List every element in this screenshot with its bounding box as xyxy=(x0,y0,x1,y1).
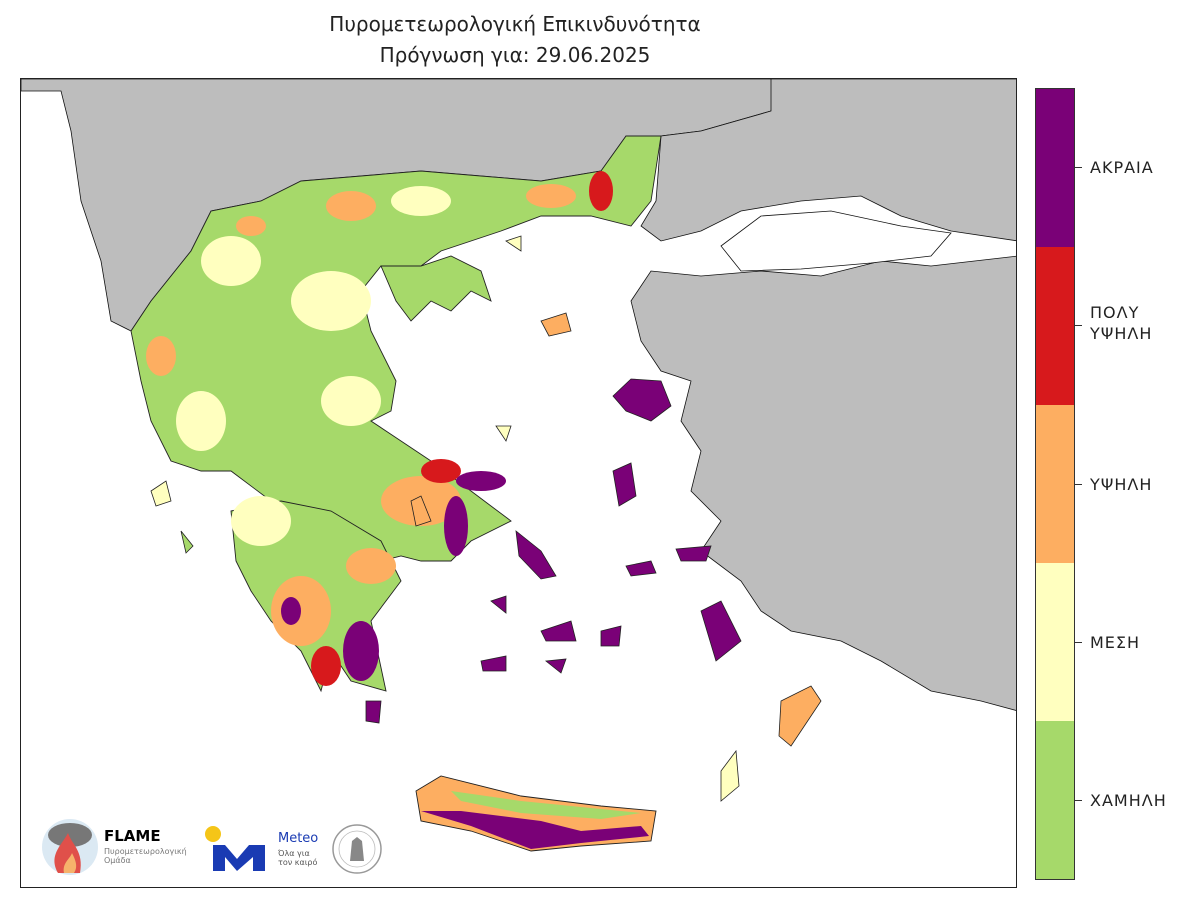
crete-green xyxy=(451,791,641,819)
legend-label-extreme: ΑΚΡΑΙΑ xyxy=(1090,158,1154,177)
legend-label-low: ΧΑΜΗΛΗ xyxy=(1090,791,1167,810)
legend-swatch-high xyxy=(1036,405,1074,563)
meteo-logo-icon xyxy=(205,826,265,871)
flame-subtitle: Πυρομετεωρολογική Ομάδα xyxy=(104,847,187,865)
legend-label-medium: ΜΕΣΗ xyxy=(1090,633,1141,652)
map-title: Πυρομετεωρολογική Επικινδυνότητα xyxy=(329,12,701,36)
flame-name: FLAME xyxy=(104,827,161,845)
sea-of-marmara xyxy=(720,210,952,272)
turkey-anatolia xyxy=(630,255,1016,711)
legend-label-high: ΥΨΗΛΗ xyxy=(1090,475,1153,494)
meteo-name: Meteo xyxy=(278,831,319,846)
map-canvas xyxy=(21,79,1016,852)
fire-risk-map xyxy=(20,78,1017,888)
legend-tick xyxy=(1075,484,1082,485)
risk-very-high-areas xyxy=(311,171,613,686)
legend-swatch-very-high xyxy=(1036,247,1074,405)
legend-swatch-low xyxy=(1036,721,1074,879)
chalkidiki xyxy=(380,255,492,322)
legend-tick xyxy=(1075,800,1082,801)
forecast-date: Πρόγνωση για: 29.06.2025 xyxy=(379,43,651,67)
crete-extreme xyxy=(421,811,649,849)
aegean-islands xyxy=(150,235,822,802)
legend-tick xyxy=(1075,325,1082,326)
risk-extreme-areas xyxy=(281,471,506,681)
risk-medium-areas xyxy=(176,186,451,546)
turkey-thrace xyxy=(640,79,1016,242)
partner-logos: FLAME Πυρομετεωρολογική Ομάδα Meteo Όλα … xyxy=(40,815,382,885)
flame-logo-icon xyxy=(42,819,98,875)
legend-label-very-high: ΠΟΛΥ ΥΨΗΛΗ xyxy=(1090,303,1153,343)
university-seal-icon xyxy=(332,824,382,874)
meteo-subtitle: Όλα για τον καιρό xyxy=(278,849,318,867)
legend-tick xyxy=(1075,642,1082,643)
legend-swatch-medium xyxy=(1036,563,1074,721)
legend-colorbar xyxy=(1035,88,1075,880)
legend-swatch-extreme xyxy=(1036,89,1074,247)
legend-tick xyxy=(1075,167,1082,168)
